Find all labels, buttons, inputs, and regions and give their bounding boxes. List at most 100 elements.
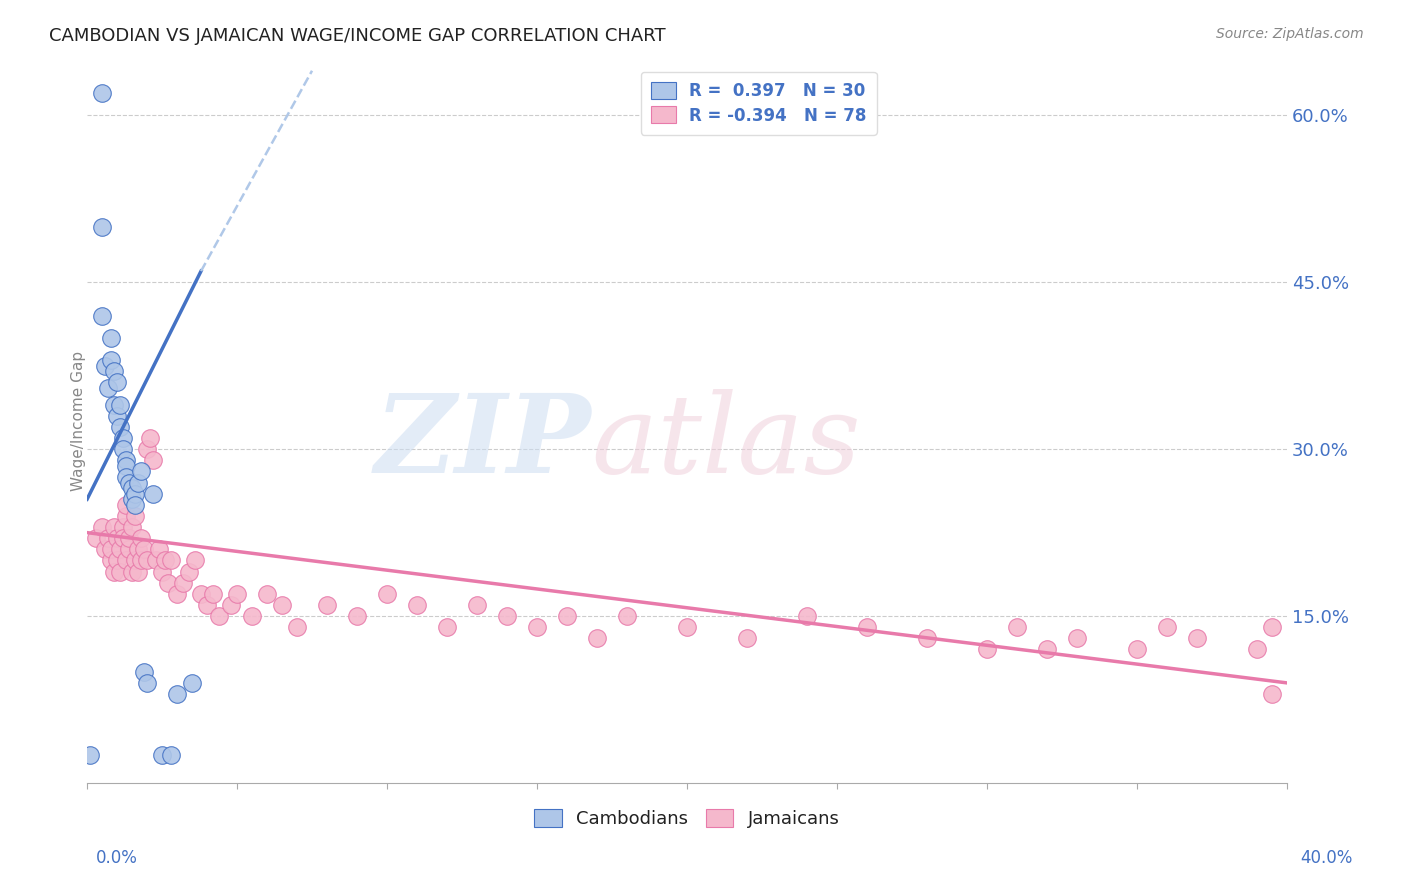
Point [166, 587, 188, 601]
Point [285, 620, 308, 634]
Point [150, 748, 173, 763]
Text: 40.0%: 40.0% [1301, 848, 1353, 866]
Point [79, 748, 101, 763]
Point [115, 553, 138, 567]
Point [316, 598, 339, 612]
Point [219, 598, 242, 612]
Point [129, 531, 152, 545]
Point [796, 609, 818, 624]
Point [91, 219, 114, 234]
Point [115, 470, 138, 484]
Point [118, 531, 141, 545]
Point [148, 542, 170, 557]
Point [105, 531, 128, 545]
Point [616, 609, 638, 624]
Point [271, 598, 294, 612]
Point [124, 498, 146, 512]
Point [108, 565, 131, 579]
Point [735, 632, 758, 646]
Point [124, 486, 146, 500]
Point [190, 587, 212, 601]
Point [136, 553, 159, 567]
Point [676, 620, 699, 634]
Point [129, 464, 152, 478]
Point [124, 508, 146, 523]
Point [100, 353, 122, 368]
Point [100, 553, 122, 567]
Point [240, 609, 263, 624]
Point [108, 398, 131, 412]
Point [226, 587, 249, 601]
Point [406, 598, 429, 612]
Point [150, 565, 173, 579]
Point [94, 359, 117, 373]
Point [94, 542, 117, 557]
Point [97, 381, 120, 395]
Point [208, 609, 231, 624]
Point [153, 553, 176, 567]
Point [1005, 620, 1028, 634]
Point [115, 453, 138, 467]
Point [124, 553, 146, 567]
Point [103, 565, 125, 579]
Y-axis label: Wage/Income Gap: Wage/Income Gap [72, 351, 86, 491]
Point [1185, 632, 1208, 646]
Point [112, 431, 135, 445]
Point [157, 575, 180, 590]
Point [91, 309, 114, 323]
Point [127, 475, 149, 490]
Point [1156, 620, 1178, 634]
Point [127, 565, 149, 579]
Point [100, 542, 122, 557]
Point [91, 86, 114, 100]
Point [436, 620, 458, 634]
Point [160, 553, 183, 567]
Point [108, 542, 131, 557]
Point [97, 531, 120, 545]
Point [127, 542, 149, 557]
Point [112, 531, 135, 545]
Point [166, 687, 188, 701]
Text: CAMBODIAN VS JAMAICAN WAGE/INCOME GAP CORRELATION CHART: CAMBODIAN VS JAMAICAN WAGE/INCOME GAP CO… [49, 27, 666, 45]
Point [1261, 687, 1284, 701]
Point [118, 475, 141, 490]
Point [115, 498, 138, 512]
Point [105, 553, 128, 567]
Point [132, 665, 155, 679]
Point [112, 442, 135, 457]
Point [555, 609, 578, 624]
Point [1126, 642, 1149, 657]
Point [142, 453, 165, 467]
Point [121, 481, 143, 495]
Point [132, 542, 155, 557]
Text: 0.0%: 0.0% [96, 848, 138, 866]
Point [496, 609, 519, 624]
Point [136, 676, 159, 690]
Point [202, 587, 225, 601]
Point [103, 364, 125, 378]
Point [139, 431, 162, 445]
Legend: Cambodians, Jamaicans: Cambodians, Jamaicans [527, 802, 846, 836]
Point [915, 632, 938, 646]
Point [181, 676, 204, 690]
Point [177, 565, 200, 579]
Point [142, 486, 165, 500]
Point [103, 398, 125, 412]
Point [856, 620, 879, 634]
Point [103, 520, 125, 534]
Point [118, 542, 141, 557]
Point [121, 492, 143, 507]
Point [100, 331, 122, 345]
Point [84, 531, 107, 545]
Point [1261, 620, 1284, 634]
Point [91, 520, 114, 534]
Point [129, 553, 152, 567]
Point [586, 632, 609, 646]
Point [465, 598, 488, 612]
Point [1066, 632, 1088, 646]
Point [1246, 642, 1268, 657]
Point [145, 553, 167, 567]
Point [121, 565, 143, 579]
Point [195, 598, 218, 612]
Point [526, 620, 548, 634]
